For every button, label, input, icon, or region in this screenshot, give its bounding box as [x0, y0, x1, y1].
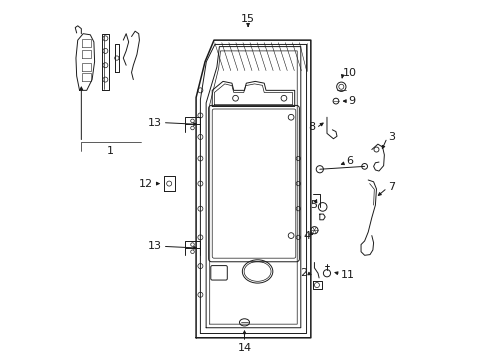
Text: 6: 6 [346, 156, 352, 166]
Text: 8: 8 [308, 122, 315, 132]
Text: 13: 13 [148, 118, 162, 128]
Text: 9: 9 [348, 96, 355, 106]
Text: 11: 11 [341, 270, 355, 280]
Text: 1: 1 [106, 146, 113, 156]
Text: 14: 14 [237, 343, 251, 353]
Text: 12: 12 [139, 179, 153, 189]
Text: 4: 4 [303, 231, 309, 240]
Text: 3: 3 [387, 132, 394, 142]
Text: 7: 7 [387, 182, 394, 192]
Text: 10: 10 [343, 68, 356, 78]
Text: 2: 2 [299, 268, 306, 278]
Text: 13: 13 [148, 241, 162, 251]
Text: 5: 5 [309, 200, 317, 210]
Text: 15: 15 [241, 14, 255, 24]
